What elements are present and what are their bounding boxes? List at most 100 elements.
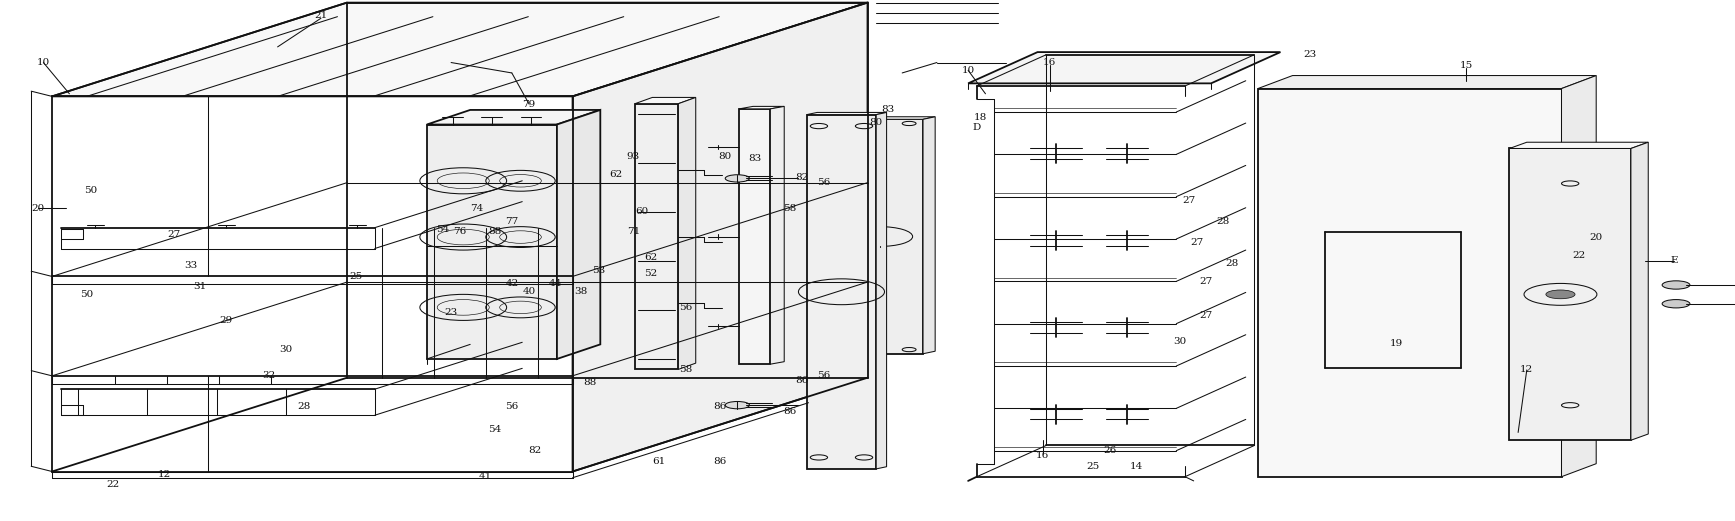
- Text: 44: 44: [548, 279, 562, 289]
- Text: 14: 14: [1129, 462, 1143, 471]
- Text: 80: 80: [718, 152, 732, 161]
- Text: D: D: [973, 123, 980, 132]
- Text: 22: 22: [1572, 251, 1586, 260]
- Text: 27: 27: [1199, 277, 1213, 286]
- Text: 18: 18: [973, 113, 987, 122]
- Polygon shape: [968, 52, 1280, 83]
- Text: 93: 93: [626, 152, 640, 161]
- Polygon shape: [1509, 148, 1631, 440]
- Polygon shape: [427, 110, 600, 125]
- Text: 88: 88: [583, 378, 597, 388]
- Text: 62: 62: [609, 170, 623, 179]
- Text: 86: 86: [782, 407, 796, 416]
- Polygon shape: [1631, 142, 1648, 440]
- Text: 33: 33: [184, 261, 198, 270]
- Text: 28: 28: [1225, 258, 1239, 268]
- Text: 27: 27: [167, 230, 180, 239]
- Text: 16: 16: [1043, 58, 1057, 67]
- Polygon shape: [557, 110, 600, 359]
- Text: 12: 12: [1520, 365, 1534, 375]
- Text: 38: 38: [574, 287, 588, 296]
- Text: 29: 29: [219, 316, 232, 325]
- Polygon shape: [635, 104, 678, 369]
- Text: 58: 58: [678, 365, 692, 375]
- Text: 41: 41: [479, 472, 493, 481]
- Text: 20: 20: [1589, 232, 1603, 242]
- Text: 56: 56: [678, 303, 692, 312]
- Polygon shape: [635, 97, 696, 104]
- Polygon shape: [573, 3, 868, 472]
- Polygon shape: [770, 106, 784, 364]
- Text: 31: 31: [193, 282, 206, 291]
- Text: 28: 28: [297, 402, 311, 411]
- Text: 27: 27: [1182, 196, 1195, 205]
- Text: 27: 27: [1190, 238, 1204, 247]
- Polygon shape: [836, 119, 923, 354]
- Text: 20: 20: [31, 204, 45, 213]
- Text: 83: 83: [881, 105, 895, 114]
- Polygon shape: [807, 115, 876, 469]
- Text: 83: 83: [748, 154, 762, 164]
- Text: 86: 86: [713, 456, 727, 466]
- Text: 50: 50: [80, 290, 94, 299]
- Text: 74: 74: [470, 204, 484, 213]
- Text: 80: 80: [869, 118, 883, 127]
- Polygon shape: [739, 106, 784, 109]
- Text: 19: 19: [1390, 339, 1404, 349]
- Text: 88: 88: [488, 227, 501, 237]
- Circle shape: [1662, 300, 1690, 308]
- Text: 77: 77: [505, 217, 519, 226]
- Text: 27: 27: [1199, 311, 1213, 320]
- Polygon shape: [1509, 142, 1648, 148]
- Text: 40: 40: [522, 287, 536, 296]
- Text: 12: 12: [158, 469, 172, 479]
- Text: 53: 53: [592, 266, 606, 276]
- Text: 86: 86: [795, 376, 809, 385]
- Text: 21: 21: [314, 11, 328, 20]
- Text: 25: 25: [1086, 462, 1100, 471]
- Text: 86: 86: [713, 402, 727, 411]
- Text: 76: 76: [453, 227, 467, 237]
- Polygon shape: [876, 113, 887, 469]
- Text: 62: 62: [644, 253, 658, 263]
- Text: 52: 52: [644, 269, 658, 278]
- Polygon shape: [1258, 76, 1596, 89]
- Text: 82: 82: [527, 446, 541, 455]
- Text: 30: 30: [279, 344, 293, 354]
- Text: 82: 82: [795, 172, 809, 182]
- Text: 16: 16: [1036, 451, 1050, 461]
- Text: 15: 15: [1459, 60, 1473, 70]
- Text: 10: 10: [36, 58, 50, 67]
- Polygon shape: [836, 117, 935, 119]
- Circle shape: [725, 175, 750, 182]
- Text: 56: 56: [817, 370, 831, 380]
- Text: 10: 10: [961, 66, 975, 75]
- Polygon shape: [1562, 76, 1596, 477]
- Text: 25: 25: [349, 271, 363, 281]
- Polygon shape: [52, 3, 867, 96]
- Text: E: E: [1671, 256, 1678, 265]
- Text: 50: 50: [83, 185, 97, 195]
- Circle shape: [725, 402, 750, 409]
- Text: 60: 60: [635, 206, 649, 216]
- Text: 56: 56: [505, 402, 519, 411]
- Text: 71: 71: [626, 227, 640, 237]
- Text: 54: 54: [488, 425, 501, 435]
- Polygon shape: [427, 125, 557, 359]
- Text: 28: 28: [1216, 217, 1230, 226]
- Text: 42: 42: [505, 279, 519, 289]
- Text: 22: 22: [106, 480, 120, 489]
- Text: 26: 26: [1103, 446, 1117, 455]
- Text: 61: 61: [652, 456, 666, 466]
- Polygon shape: [678, 97, 696, 369]
- Text: 56: 56: [817, 178, 831, 187]
- Polygon shape: [739, 109, 770, 364]
- Text: 79: 79: [522, 100, 536, 109]
- Text: 32: 32: [262, 370, 276, 380]
- Polygon shape: [807, 113, 887, 115]
- Polygon shape: [923, 117, 935, 354]
- Polygon shape: [1258, 89, 1562, 477]
- Text: 23: 23: [1303, 50, 1317, 59]
- Text: 30: 30: [1173, 337, 1187, 346]
- Circle shape: [1546, 290, 1575, 299]
